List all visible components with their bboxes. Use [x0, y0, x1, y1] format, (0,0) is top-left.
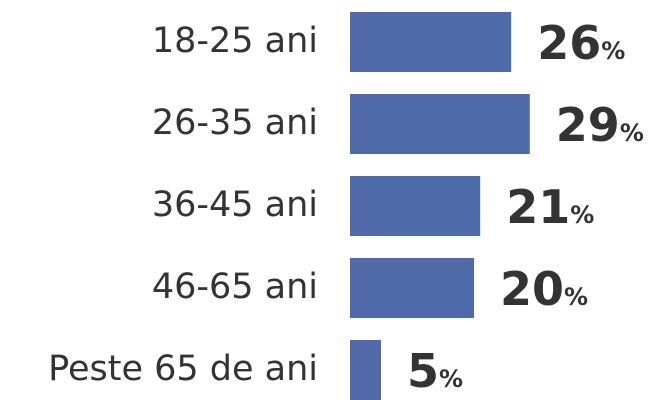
category-label: 18-25 ani	[152, 21, 318, 61]
bar	[350, 12, 512, 72]
bar	[350, 340, 381, 400]
category-label: Peste 65 de ani	[48, 349, 318, 389]
value-label: 29%	[556, 98, 644, 152]
category-label: 36-45 ani	[152, 185, 318, 225]
bar	[350, 176, 481, 236]
bar	[350, 94, 530, 154]
category-label: 46-65 ani	[152, 267, 318, 307]
value-label: 20%	[500, 262, 588, 316]
category-label: 26-35 ani	[152, 103, 318, 143]
value-label: 21%	[506, 180, 594, 234]
value-label: 26%	[537, 16, 625, 70]
value-label: 5%	[407, 344, 463, 398]
bar	[350, 258, 474, 318]
